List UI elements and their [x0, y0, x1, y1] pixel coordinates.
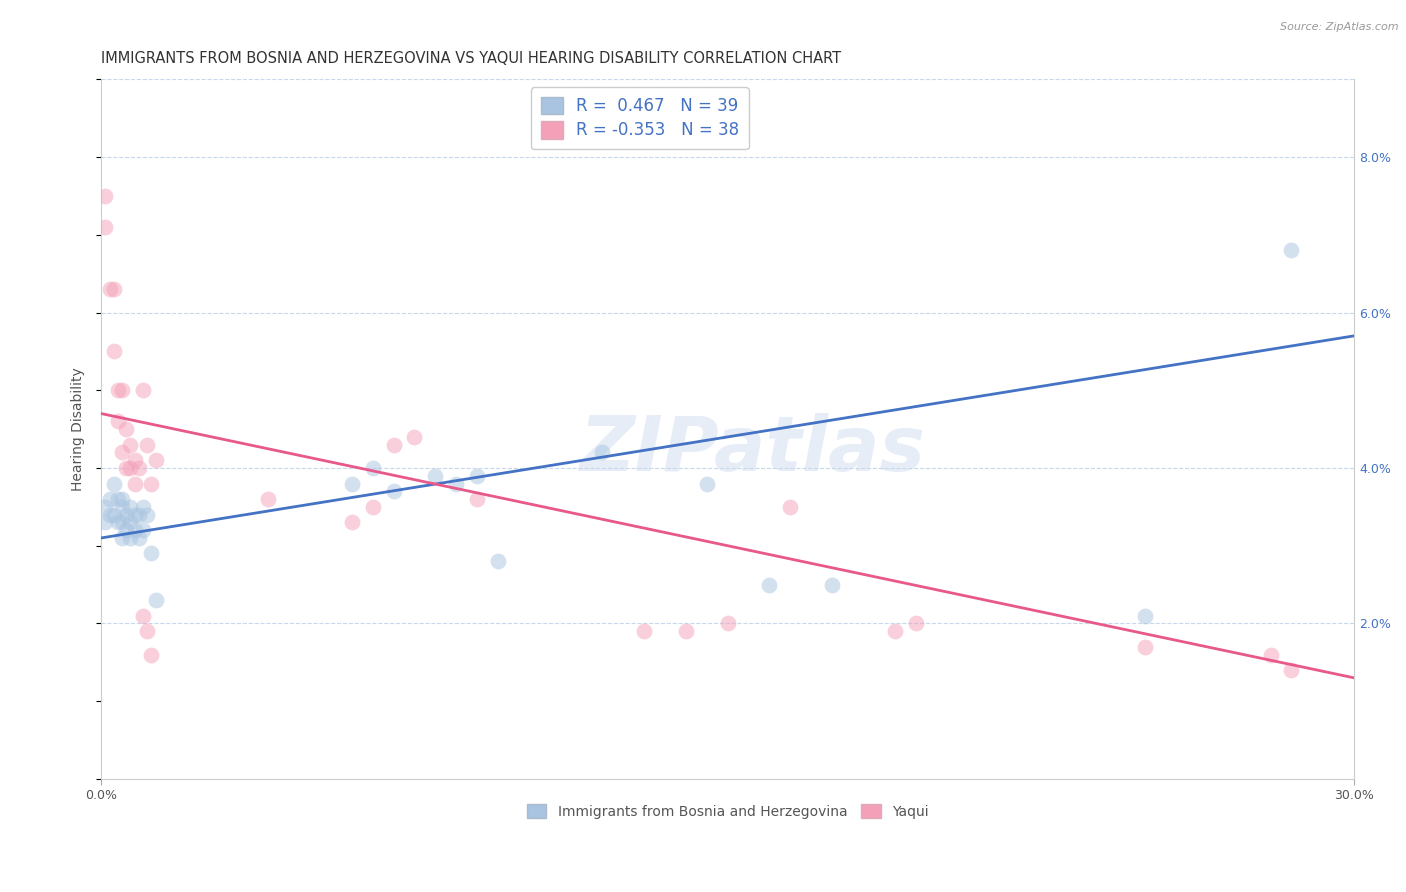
Point — [107, 414, 129, 428]
Point — [444, 476, 467, 491]
Point — [136, 624, 159, 639]
Point — [111, 384, 134, 398]
Point — [425, 468, 447, 483]
Point — [120, 531, 142, 545]
Point — [94, 500, 117, 514]
Point — [361, 500, 384, 514]
Point — [128, 508, 150, 522]
Point — [1281, 663, 1303, 677]
Point — [1135, 608, 1157, 623]
Point — [103, 282, 125, 296]
Point — [94, 220, 117, 235]
Point — [591, 445, 613, 459]
Point — [465, 492, 488, 507]
Text: Source: ZipAtlas.com: Source: ZipAtlas.com — [1281, 22, 1399, 32]
Point — [675, 624, 697, 639]
Point — [141, 476, 163, 491]
Point — [132, 384, 155, 398]
Point — [145, 453, 167, 467]
Point — [758, 577, 780, 591]
Point — [111, 492, 134, 507]
Point — [120, 516, 142, 530]
Legend: Immigrants from Bosnia and Herzegovina, Yaqui: Immigrants from Bosnia and Herzegovina, … — [522, 798, 934, 824]
Point — [136, 508, 159, 522]
Point — [115, 523, 138, 537]
Point — [141, 648, 163, 662]
Point — [115, 508, 138, 522]
Point — [883, 624, 905, 639]
Point — [94, 189, 117, 203]
Point — [98, 508, 121, 522]
Point — [132, 608, 155, 623]
Point — [98, 282, 121, 296]
Point — [111, 500, 134, 514]
Point — [404, 430, 426, 444]
Point — [115, 461, 138, 475]
Point — [120, 461, 142, 475]
Point — [486, 554, 509, 568]
Point — [124, 523, 146, 537]
Point — [128, 531, 150, 545]
Point — [382, 438, 405, 452]
Point — [124, 476, 146, 491]
Point — [94, 516, 117, 530]
Point — [696, 476, 718, 491]
Point — [633, 624, 655, 639]
Point — [132, 500, 155, 514]
Point — [107, 492, 129, 507]
Point — [124, 508, 146, 522]
Point — [132, 523, 155, 537]
Point — [717, 616, 740, 631]
Point — [111, 531, 134, 545]
Text: IMMIGRANTS FROM BOSNIA AND HERZEGOVINA VS YAQUI HEARING DISABILITY CORRELATION C: IMMIGRANTS FROM BOSNIA AND HERZEGOVINA V… — [101, 51, 841, 66]
Point — [382, 484, 405, 499]
Point — [107, 384, 129, 398]
Point — [1281, 244, 1303, 258]
Point — [340, 516, 363, 530]
Point — [107, 516, 129, 530]
Point — [115, 422, 138, 436]
Point — [821, 577, 844, 591]
Point — [779, 500, 801, 514]
Point — [120, 500, 142, 514]
Point — [124, 453, 146, 467]
Point — [141, 547, 163, 561]
Point — [361, 461, 384, 475]
Point — [111, 516, 134, 530]
Point — [465, 468, 488, 483]
Point — [1260, 648, 1282, 662]
Text: ZIPatlas: ZIPatlas — [579, 413, 925, 487]
Point — [103, 508, 125, 522]
Point — [904, 616, 927, 631]
Y-axis label: Hearing Disability: Hearing Disability — [72, 368, 86, 491]
Point — [103, 476, 125, 491]
Point — [145, 593, 167, 607]
Point — [111, 445, 134, 459]
Point — [1135, 640, 1157, 654]
Point — [340, 476, 363, 491]
Point — [257, 492, 280, 507]
Point — [128, 461, 150, 475]
Point — [120, 438, 142, 452]
Point — [136, 438, 159, 452]
Point — [98, 492, 121, 507]
Point — [103, 344, 125, 359]
